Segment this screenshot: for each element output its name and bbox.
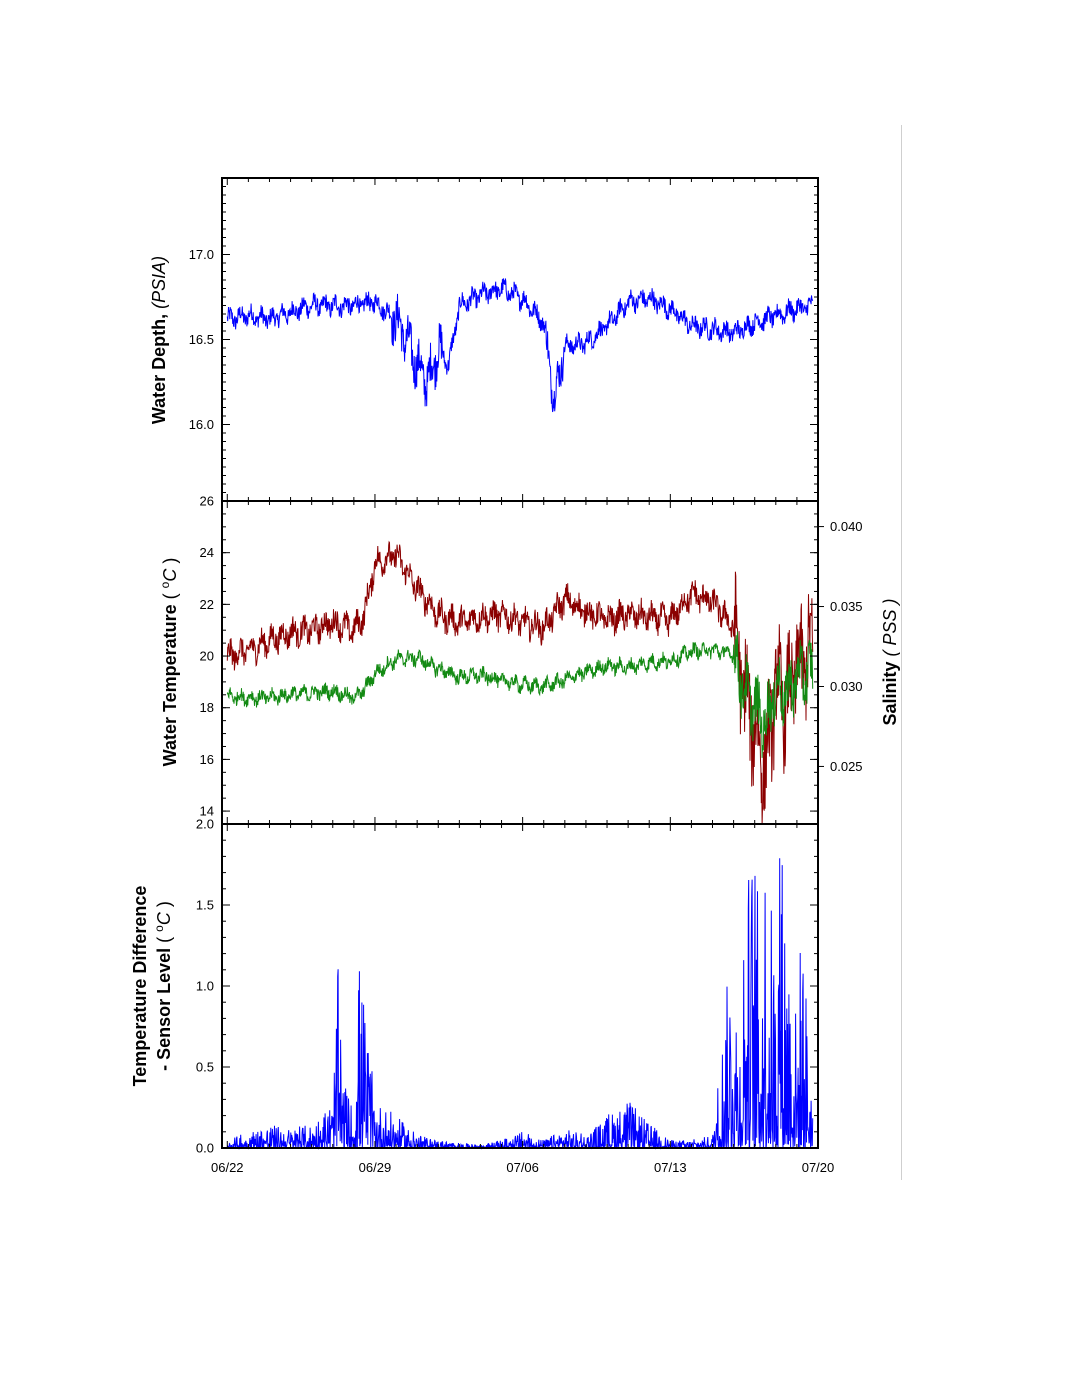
axis-tick-labels: 06/22 06/29 07/06 07/13 07/20 16.0 16.5 17.0 14 1…	[189, 247, 863, 1175]
depth-axis-unit: (PSIA)	[149, 256, 169, 309]
x-tick-label: 06/29	[359, 1160, 392, 1175]
difference-axis-unit-close: )	[154, 901, 174, 912]
y-tick-label: 1.0	[196, 979, 214, 994]
temperature-axis-unit-degree: o	[158, 581, 172, 588]
x-tick-label: 07/13	[654, 1160, 687, 1175]
depth-axis-title: Water Depth, (PSIA)	[149, 256, 169, 424]
y-tick-label: 24	[200, 545, 214, 560]
difference-series-line	[226, 858, 814, 1150]
y2-tick-label: 0.025	[830, 759, 863, 774]
difference-panel-frame	[221, 823, 819, 1149]
y-tick-label: 1.5	[196, 898, 214, 913]
temperature-axis-unit-close: )	[160, 558, 180, 569]
depth-series-line	[226, 278, 814, 413]
page-margin-rule	[901, 125, 902, 1180]
axis-ticks	[222, 177, 824, 1149]
difference-axis-unit-c: C	[154, 911, 174, 925]
y-tick-label: 0.0	[196, 1141, 214, 1156]
y-tick-label: 2.0	[196, 817, 214, 832]
y-tick-label: 20	[200, 649, 214, 664]
y-tick-label: 16.5	[189, 332, 214, 347]
salinity-axis-unit: ( PSS )	[880, 598, 900, 656]
y-tick-label: 26	[200, 494, 214, 509]
salinity-series-line	[226, 631, 814, 758]
y-tick-label: 14	[200, 804, 214, 819]
y2-tick-label: 0.040	[830, 519, 863, 534]
y-tick-label: 16.0	[189, 417, 214, 432]
y-tick-label: 17.0	[189, 247, 214, 262]
temperature-axis-unit-open: (	[160, 588, 180, 599]
temperature-axis-unit-c: C	[160, 568, 180, 582]
y2-tick-label: 0.035	[830, 599, 863, 614]
y-tick-label: 18	[200, 700, 214, 715]
x-tick-label: 06/22	[211, 1160, 244, 1175]
x-tick-label: 07/20	[802, 1160, 835, 1175]
difference-axis-title-line1: Temperature Difference	[130, 886, 150, 1087]
temperature-axis-title: Water Temperature ( oC )	[158, 558, 180, 767]
temperature-series-line	[226, 540, 814, 825]
salinity-axis-title: Salinity ( PSS )	[880, 598, 900, 725]
difference-axis-unit-open: (	[154, 932, 174, 943]
difference-axis-unit-degree: o	[152, 925, 166, 932]
difference-axis-title-line2: - Sensor Level ( oC )	[152, 901, 174, 1071]
temperature-panel-frame	[221, 500, 819, 825]
data-traces	[226, 278, 814, 1150]
x-tick-label: 07/06	[506, 1160, 539, 1175]
depth-panel-frame	[221, 177, 819, 502]
y-tick-label: 16	[200, 752, 214, 767]
y2-tick-label: 0.030	[830, 679, 863, 694]
y-tick-label: 0.5	[196, 1060, 214, 1075]
y-tick-label: 22	[200, 597, 214, 612]
